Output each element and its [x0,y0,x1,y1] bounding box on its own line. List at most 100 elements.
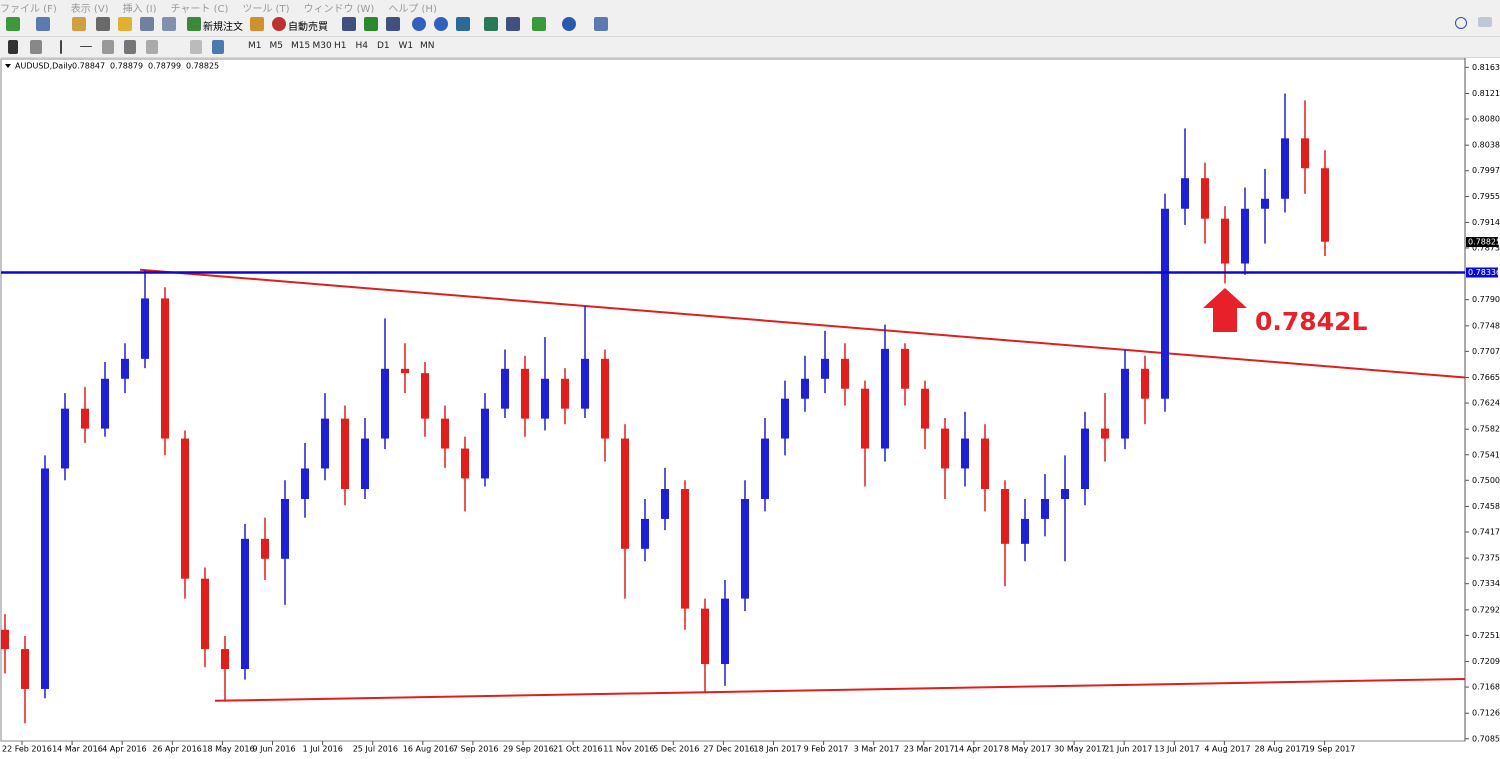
vline-tool[interactable] [60,40,62,54]
label-tool[interactable] [190,40,202,54]
x-tick-label: 14 Mar 2016 [52,745,103,754]
icon[interactable] [484,17,498,31]
candle-body [901,348,909,389]
menu-item[interactable]: 表示 (V) [70,4,109,15]
candle-body [861,388,869,449]
candle-body [661,489,669,519]
icon[interactable] [118,17,132,31]
candle-body [1221,218,1229,264]
candle-body [81,408,89,429]
icon[interactable] [36,17,50,31]
menu-item[interactable]: ウィンドウ (W) [303,4,375,15]
new-order-button[interactable]: 新規注文 [203,22,243,33]
candle-body [101,378,109,429]
x-tick-label: 21 Jun 2017 [1104,745,1152,754]
icon[interactable] [386,17,400,31]
candle-body [1081,428,1089,490]
icon[interactable] [562,17,576,31]
icon[interactable] [96,17,110,31]
candle-body [1181,178,1189,209]
x-tick-label: 18 May 2016 [202,745,254,754]
menu-bar: ファイル (F) 表示 (V) 挿入 (I) チャート (C) ツール (T) ウィンドウ… [0,0,1500,15]
candle-body [1301,138,1309,169]
trendline [139,268,1466,379]
candle-body [821,358,829,379]
search-icon[interactable] [1455,17,1467,29]
icon[interactable] [456,17,470,31]
candle-body [381,368,389,439]
timeframe-button[interactable]: M30 [312,41,332,51]
icon[interactable] [272,17,286,31]
x-tick-label: 7 Sep 2016 [453,745,499,754]
menu-item[interactable]: ファイル (F) [0,4,57,15]
candle-body [521,368,529,419]
crosshair-tool[interactable] [30,40,42,54]
candle-body [621,438,629,549]
icon[interactable] [594,17,608,31]
x-tick-label: 16 Aug 2016 [403,745,454,754]
icon[interactable] [434,17,448,31]
menu-item[interactable]: ツール (T) [242,4,290,15]
candle-body [1061,489,1069,499]
icon[interactable] [250,17,264,31]
timeframe-button[interactable]: M1 [248,41,262,51]
candle-body [161,298,169,439]
candle-body [41,468,49,689]
fibo-tool[interactable] [146,40,158,54]
icon[interactable] [162,17,176,31]
hline-tool[interactable] [80,46,92,47]
icon[interactable] [187,17,201,31]
x-tick-label: 27 Dec 2016 [703,745,754,754]
arrow-tool[interactable] [212,40,224,54]
icon[interactable] [364,17,378,31]
candle-body [921,388,929,429]
candle-body [301,468,309,499]
cursor-tool[interactable] [8,40,18,54]
candle-body [681,489,689,609]
x-tick-label: 11 Nov 2016 [603,745,654,754]
timeframe-button[interactable]: MN [420,41,435,51]
channel-tool[interactable] [124,40,136,54]
candle-body [761,438,769,499]
candle-body [1281,138,1289,199]
timeframe-button[interactable]: H1 [334,41,347,51]
chat-icon[interactable] [1478,17,1492,27]
icon[interactable] [412,17,426,31]
timeframe-button[interactable]: M5 [269,41,284,51]
timeframe-button[interactable]: W1 [398,41,414,51]
auto-trading-button[interactable]: 自動売買 [288,22,328,33]
candle-body [321,418,329,469]
candle-body [461,448,469,479]
candle-body [1261,198,1269,209]
menu-item[interactable]: チャート (C) [170,4,229,15]
icon[interactable] [140,17,154,31]
quote-value: 0.78825 [186,62,219,71]
candle-body [1121,368,1129,439]
x-tick-label: 21 Oct 2016 [553,745,602,754]
timeframe-button[interactable]: H4 [355,41,369,51]
menu-item[interactable]: 挿入 (I) [122,4,157,15]
candle-body [941,428,949,469]
icon[interactable] [72,17,86,31]
y-tick-label: 0.70850 [1472,734,1500,743]
trendline-tool[interactable] [102,40,114,54]
candle-body [1201,178,1209,219]
timeframe-button[interactable]: M15 [291,41,311,51]
icon[interactable] [506,17,520,31]
icon[interactable] [6,17,20,31]
icon[interactable] [342,17,356,31]
menu-item[interactable]: ヘルプ (H) [388,4,437,15]
x-tick-label: 4 Aug 2017 [1204,745,1250,754]
timeframe-button[interactable]: D1 [377,41,390,51]
icon[interactable] [532,17,546,31]
candle-body [741,498,749,599]
candle-body [141,298,149,359]
